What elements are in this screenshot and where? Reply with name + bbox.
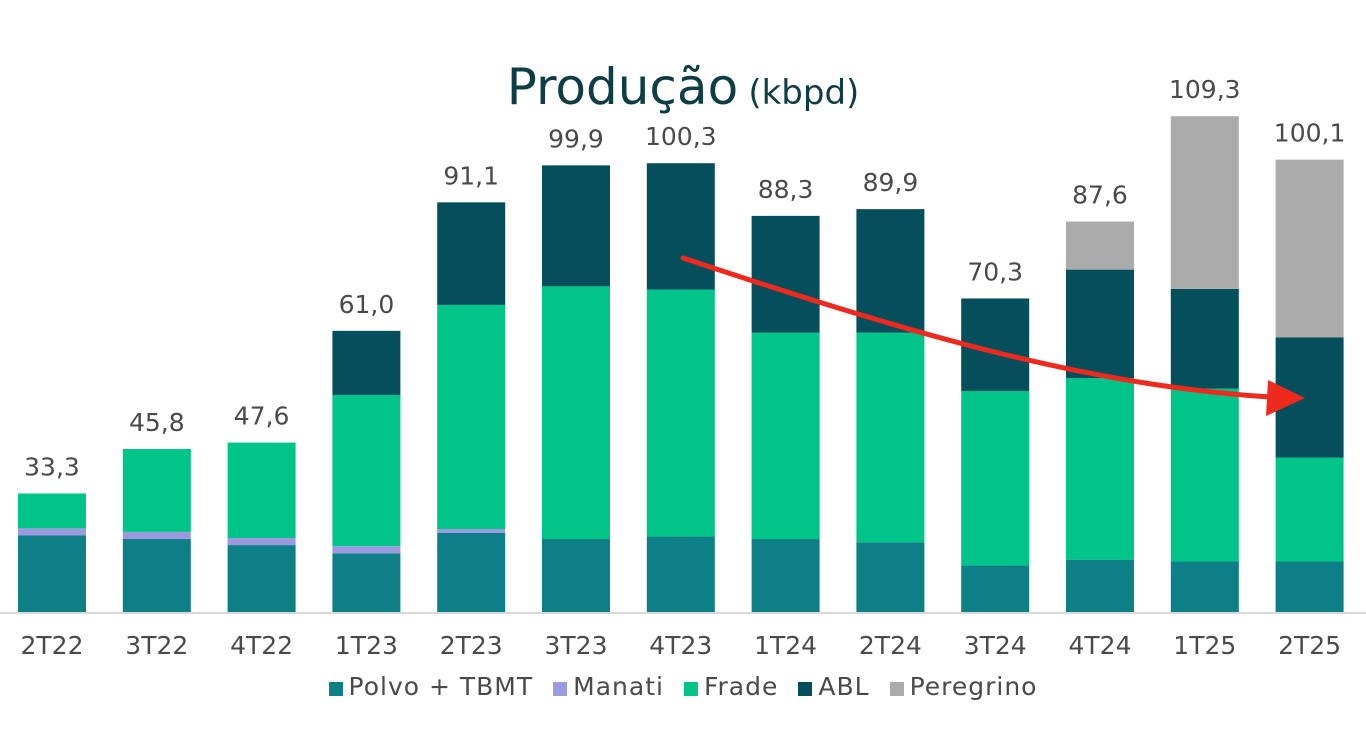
- bar-segment-frade-3t22: [122, 448, 191, 532]
- bar-segment-polvo-tbmt-3t23: [542, 539, 610, 612]
- total-label-4t24: 87,6: [1072, 181, 1128, 210]
- legend-label-frade: Frade: [703, 672, 779, 701]
- legend-label-manati: Manati: [573, 672, 664, 701]
- bar-segment-abl-4t24: [1066, 269, 1134, 379]
- bar-segment-abl-4t23: [646, 163, 715, 290]
- bar-segment-peregrino-2t25: [1275, 159, 1344, 338]
- x-tick-label-1t23: 1T23: [335, 631, 398, 660]
- bar-segment-polvo-tbmt-3t22: [122, 539, 191, 612]
- legend-swatch-manati: [553, 682, 568, 696]
- x-tick-label-2t23: 2T23: [440, 631, 503, 660]
- bar-segment-manati-3t22: [122, 531, 191, 540]
- total-label-3t24: 70,3: [967, 257, 1023, 286]
- bar-segment-abl-1t25: [1170, 288, 1239, 389]
- bar-segment-abl-3t23: [542, 165, 610, 287]
- bar-segment-polvo-tbmt-1t25: [1170, 561, 1239, 612]
- bar-segment-polvo-tbmt-3t24: [961, 565, 1030, 612]
- bar-segment-polvo-tbmt-2t25: [1275, 561, 1344, 612]
- x-tick-label-4t24: 4T24: [1069, 631, 1132, 660]
- bar-segment-polvo-tbmt-4t22: [227, 545, 296, 612]
- legend-item-frade: Frade: [683, 672, 779, 701]
- total-label-2t22: 33,3: [24, 452, 80, 481]
- total-label-2t25: 100,1: [1274, 119, 1346, 148]
- bar-segment-polvo-tbmt-4t24: [1066, 559, 1134, 612]
- legend-item-peregrino: Peregrino: [889, 672, 1038, 701]
- bar-segment-abl-2t24: [856, 209, 925, 333]
- bar-segment-polvo-tbmt-1t24: [751, 539, 820, 612]
- total-label-1t23: 61,0: [339, 290, 395, 319]
- chart-title-main: Produção: [506, 58, 739, 116]
- x-tick-label-2t24: 2T24: [859, 631, 922, 660]
- x-tick-label-3t23: 3T23: [545, 631, 608, 660]
- trend-arrow-head: [1266, 380, 1305, 416]
- bar-segment-frade-2t25: [1275, 457, 1344, 562]
- bar-segment-frade-1t25: [1170, 388, 1239, 562]
- bar-segment-frade-4t24: [1066, 378, 1134, 560]
- bar-segment-frade-2t24: [856, 332, 925, 543]
- bar-segment-manati-2t23: [437, 529, 506, 533]
- total-label-1t24: 88,3: [758, 175, 814, 204]
- bar-segment-peregrino-1t25: [1170, 116, 1239, 289]
- bar-segment-frade-2t22: [18, 493, 86, 529]
- bar-segment-polvo-tbmt-1t23: [332, 553, 401, 612]
- bar-segment-frade-3t24: [961, 390, 1030, 566]
- bar-segment-polvo-tbmt-2t24: [856, 542, 925, 612]
- total-label-4t22: 47,6: [234, 402, 290, 431]
- legend-label-polvo-tbmt: Polvo + TBMT: [348, 672, 534, 701]
- legend-label-peregrino: Peregrino: [909, 672, 1038, 701]
- legend-label-abl: ABL: [818, 672, 870, 701]
- total-label-3t22: 45,8: [129, 408, 185, 437]
- bar-segment-frade-1t24: [751, 332, 820, 540]
- x-tick-label-4t23: 4T23: [649, 631, 712, 660]
- bar-segment-frade-1t23: [332, 394, 401, 547]
- trend-arrow-line: [680, 255, 1273, 400]
- x-tick-label-2t25: 2T25: [1278, 631, 1341, 660]
- bar-segment-frade-4t23: [646, 289, 715, 537]
- bar-segment-frade-4t22: [227, 442, 296, 538]
- legend-item-manati: Manati: [553, 672, 664, 701]
- total-label-4t23: 100,3: [645, 122, 717, 151]
- bar-segment-polvo-tbmt-2t23: [437, 532, 506, 612]
- bar-segment-peregrino-4t24: [1066, 221, 1134, 270]
- legend-swatch-abl: [798, 682, 813, 696]
- legend-swatch-polvo-tbmt: [328, 682, 343, 696]
- total-label-1t25: 109,3: [1169, 75, 1241, 104]
- x-tick-label-2t22: 2T22: [21, 631, 84, 660]
- chart-legend: Polvo + TBMT Manati Frade ABL Peregrino: [0, 672, 1366, 701]
- x-tick-label-4t22: 4T22: [230, 631, 293, 660]
- x-tick-label-1t25: 1T25: [1173, 631, 1236, 660]
- legend-item-abl: ABL: [798, 672, 869, 701]
- legend-swatch-peregrino: [889, 682, 904, 696]
- total-label-2t23: 91,1: [443, 161, 499, 190]
- bar-segment-abl-1t24: [751, 215, 820, 333]
- total-label-3t23: 99,9: [548, 124, 604, 153]
- x-tick-label-3t22: 3T22: [125, 631, 188, 660]
- bar-segment-polvo-tbmt-2t22: [18, 535, 86, 612]
- x-tick-label-3t24: 3T24: [964, 631, 1027, 660]
- legend-swatch-frade: [683, 682, 698, 696]
- legend-item-polvo-tbmt: Polvo + TBMT: [328, 672, 534, 701]
- total-label-2t24: 89,9: [863, 168, 919, 197]
- chart-title-unit: (kbpd): [748, 73, 860, 113]
- bar-segment-frade-2t23: [437, 304, 506, 530]
- bar-segment-manati-4t22: [227, 537, 296, 546]
- bar-segment-polvo-tbmt-4t23: [646, 536, 715, 612]
- bar-segment-manati-2t22: [18, 528, 86, 536]
- bar-segment-frade-3t23: [542, 286, 610, 540]
- bar-segment-abl-2t23: [437, 202, 506, 305]
- x-tick-label-1t24: 1T24: [754, 631, 817, 660]
- bar-segment-abl-1t23: [332, 330, 401, 395]
- bar-segment-manati-1t23: [332, 546, 401, 554]
- chart-title: Produção (kbpd): [0, 58, 1366, 116]
